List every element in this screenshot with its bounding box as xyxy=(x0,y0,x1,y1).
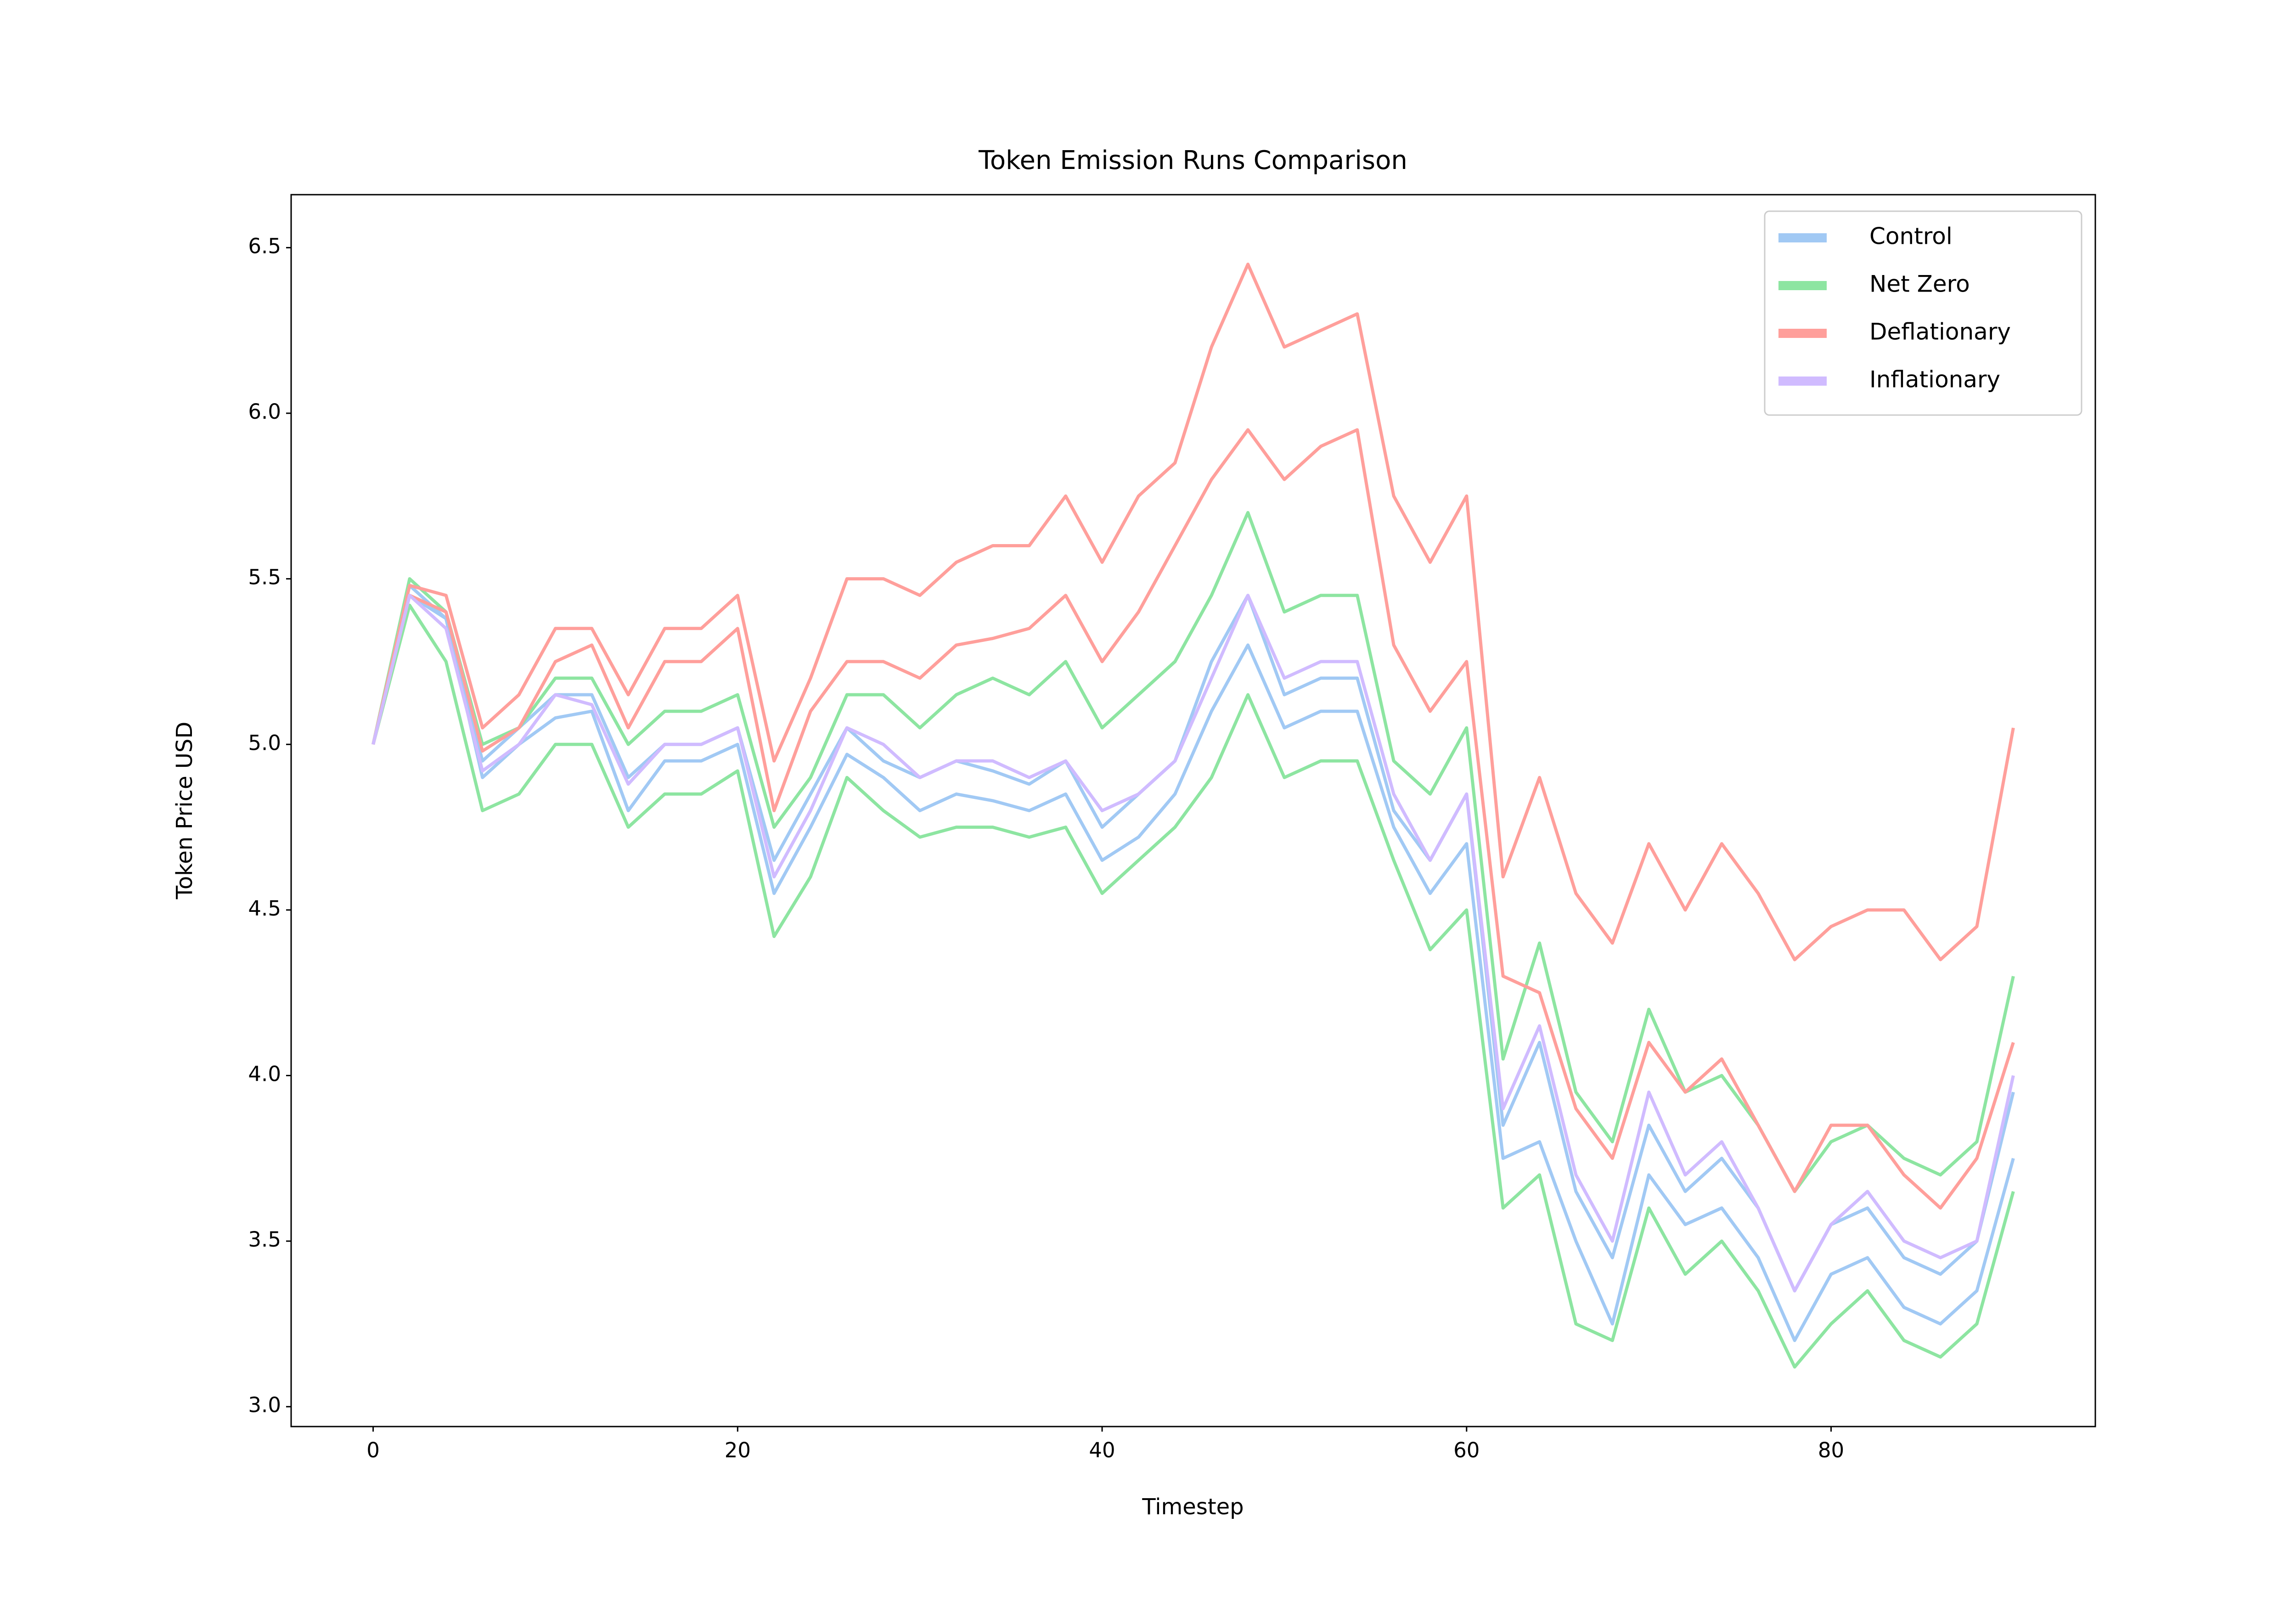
y-tick-label: 4.0 xyxy=(248,1062,281,1086)
series-line xyxy=(371,263,2015,961)
chart-title: Token Emission Runs Comparison xyxy=(978,146,1407,175)
y-tick-label: 3.5 xyxy=(248,1227,281,1252)
legend-label: Inflationary xyxy=(1869,366,2000,393)
y-tick-label: 4.5 xyxy=(248,896,281,921)
y-axis-label: Token Price USD xyxy=(172,722,197,900)
x-tick-label: 20 xyxy=(725,1438,751,1462)
legend-label: Control xyxy=(1869,223,1953,250)
y-tick-label: 5.5 xyxy=(248,565,281,590)
series-line xyxy=(371,511,2015,1193)
series-line xyxy=(371,603,2015,1369)
series-line xyxy=(371,428,2015,1210)
plot-frame xyxy=(290,194,2096,1427)
x-tick-label: 80 xyxy=(1818,1438,1844,1462)
series-line xyxy=(371,594,2015,1292)
y-tick-label: 5.0 xyxy=(248,730,281,755)
legend-label: Net Zero xyxy=(1869,271,1970,298)
legend-label: Deflationary xyxy=(1869,319,2011,345)
y-tick-label: 6.5 xyxy=(248,234,281,258)
legend-box xyxy=(1764,210,2082,416)
x-tick-label: 60 xyxy=(1453,1438,1480,1462)
x-axis-label: Timestep xyxy=(1142,1494,1244,1520)
series-line xyxy=(371,584,2015,1292)
y-tick-label: 6.0 xyxy=(248,399,281,424)
x-tick-label: 40 xyxy=(1089,1438,1115,1462)
x-tick-label: 0 xyxy=(366,1438,380,1462)
y-tick-label: 3.0 xyxy=(248,1393,281,1417)
series-line xyxy=(371,594,2015,1342)
